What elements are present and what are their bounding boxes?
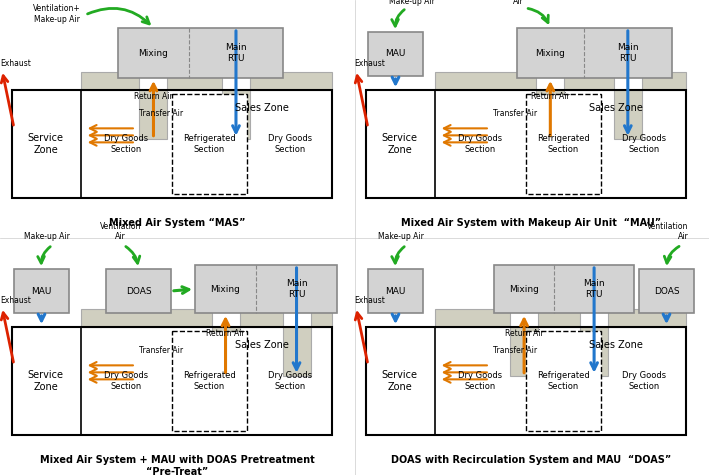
Bar bbox=[536, 90, 564, 139]
Bar bbox=[311, 309, 332, 327]
Bar bbox=[240, 309, 282, 327]
Bar bbox=[435, 309, 510, 327]
Text: Transfer Air: Transfer Air bbox=[139, 109, 183, 118]
Text: Dry Goods
Section: Dry Goods Section bbox=[268, 371, 312, 391]
Text: MAU: MAU bbox=[31, 286, 52, 295]
Text: MAU: MAU bbox=[385, 286, 406, 295]
Text: Sales Zone: Sales Zone bbox=[588, 103, 642, 113]
Bar bbox=[250, 72, 332, 90]
Bar bbox=[211, 327, 240, 376]
Text: Mixing: Mixing bbox=[535, 48, 565, 57]
Text: Service
Zone: Service Zone bbox=[381, 370, 418, 392]
Text: Mixed Air System with Makeup Air Unit  “MAU”: Mixed Air System with Makeup Air Unit “M… bbox=[401, 218, 661, 228]
Bar bbox=[366, 90, 686, 198]
Text: Dry Goods
Section: Dry Goods Section bbox=[459, 134, 503, 154]
Text: DOAS: DOAS bbox=[654, 286, 679, 295]
Text: Main
RTU: Main RTU bbox=[584, 279, 605, 299]
Text: Refrigerated
Section: Refrigerated Section bbox=[183, 371, 236, 391]
Text: Service
Zone: Service Zone bbox=[381, 133, 418, 155]
Text: DOAS: DOAS bbox=[125, 286, 151, 295]
Bar bbox=[167, 72, 222, 90]
Text: Return Air: Return Air bbox=[531, 92, 570, 101]
Text: Main
RTU: Main RTU bbox=[286, 279, 307, 299]
Text: Mixing: Mixing bbox=[211, 285, 240, 294]
Text: MAU: MAU bbox=[385, 49, 406, 58]
Text: Mixed Air System + MAU with DOAS Pretreatment
“Pre-Treat”: Mixed Air System + MAU with DOAS Pretrea… bbox=[40, 455, 314, 475]
Bar bbox=[366, 327, 686, 435]
Bar bbox=[118, 28, 283, 78]
Bar bbox=[106, 269, 171, 313]
Text: Transfer Air: Transfer Air bbox=[139, 346, 183, 355]
Text: Sales Zone: Sales Zone bbox=[588, 340, 642, 350]
Text: Make-up Air: Make-up Air bbox=[389, 0, 435, 6]
Text: Dry Goods
Section: Dry Goods Section bbox=[104, 371, 149, 391]
Bar bbox=[195, 265, 337, 313]
Bar bbox=[282, 327, 311, 376]
Text: Main
RTU: Main RTU bbox=[617, 43, 639, 63]
Bar bbox=[526, 331, 601, 431]
Text: Make-up Air: Make-up Air bbox=[24, 232, 70, 241]
Bar bbox=[368, 269, 423, 313]
Bar bbox=[222, 90, 250, 139]
Bar bbox=[564, 72, 614, 90]
Bar bbox=[639, 269, 694, 313]
Text: Sales Zone: Sales Zone bbox=[235, 340, 289, 350]
Text: Dry Goods
Section: Dry Goods Section bbox=[104, 134, 149, 154]
Text: Ventilation
Air: Ventilation Air bbox=[498, 0, 539, 6]
Bar bbox=[538, 309, 580, 327]
Text: Return Air: Return Air bbox=[505, 329, 544, 338]
Text: Exhaust: Exhaust bbox=[354, 59, 385, 68]
Text: Return Air: Return Air bbox=[206, 329, 245, 338]
Bar bbox=[140, 90, 167, 139]
Text: Exhaust: Exhaust bbox=[354, 296, 385, 305]
Text: Refrigerated
Section: Refrigerated Section bbox=[183, 134, 236, 154]
Bar bbox=[510, 327, 538, 376]
Bar bbox=[517, 28, 672, 78]
Bar bbox=[580, 327, 608, 376]
Bar bbox=[368, 32, 423, 76]
Text: Mixing: Mixing bbox=[509, 285, 539, 294]
Text: Dry Goods
Section: Dry Goods Section bbox=[622, 371, 666, 391]
Bar bbox=[494, 265, 634, 313]
Bar bbox=[81, 72, 140, 90]
Bar bbox=[12, 90, 332, 198]
Text: Transfer Air: Transfer Air bbox=[493, 346, 537, 355]
Text: Mixing: Mixing bbox=[138, 48, 169, 57]
Bar bbox=[608, 309, 686, 327]
Text: Dry Goods
Section: Dry Goods Section bbox=[459, 371, 503, 391]
Text: Ventilation
Air: Ventilation Air bbox=[647, 222, 688, 241]
Bar bbox=[642, 72, 686, 90]
Text: Service
Zone: Service Zone bbox=[28, 133, 64, 155]
Text: Ventilation
Air: Ventilation Air bbox=[100, 222, 141, 241]
Bar bbox=[526, 94, 601, 194]
Text: Main
RTU: Main RTU bbox=[225, 43, 247, 63]
Bar bbox=[172, 331, 247, 431]
Text: Mixed Air System “MAS”: Mixed Air System “MAS” bbox=[108, 218, 245, 228]
Text: DOAS with Recirculation System and MAU  “DOAS”: DOAS with Recirculation System and MAU “… bbox=[391, 455, 671, 465]
Text: Make-up Air: Make-up Air bbox=[378, 232, 424, 241]
Text: Return Air: Return Air bbox=[134, 92, 173, 101]
Bar bbox=[172, 94, 247, 194]
Text: Exhaust: Exhaust bbox=[0, 59, 31, 68]
Bar bbox=[435, 72, 536, 90]
Bar bbox=[81, 309, 211, 327]
Text: Exhaust: Exhaust bbox=[0, 296, 31, 305]
Bar bbox=[14, 269, 69, 313]
Text: Dry Goods
Section: Dry Goods Section bbox=[268, 134, 312, 154]
Text: Refrigerated
Section: Refrigerated Section bbox=[537, 134, 590, 154]
Bar bbox=[12, 327, 332, 435]
Bar bbox=[614, 90, 642, 139]
Text: Refrigerated
Section: Refrigerated Section bbox=[537, 371, 590, 391]
Text: Ventilation+
Make-up Air: Ventilation+ Make-up Air bbox=[33, 4, 81, 24]
Text: Transfer Air: Transfer Air bbox=[493, 109, 537, 118]
Text: Sales Zone: Sales Zone bbox=[235, 103, 289, 113]
Text: Service
Zone: Service Zone bbox=[28, 370, 64, 392]
Text: Dry Goods
Section: Dry Goods Section bbox=[622, 134, 666, 154]
